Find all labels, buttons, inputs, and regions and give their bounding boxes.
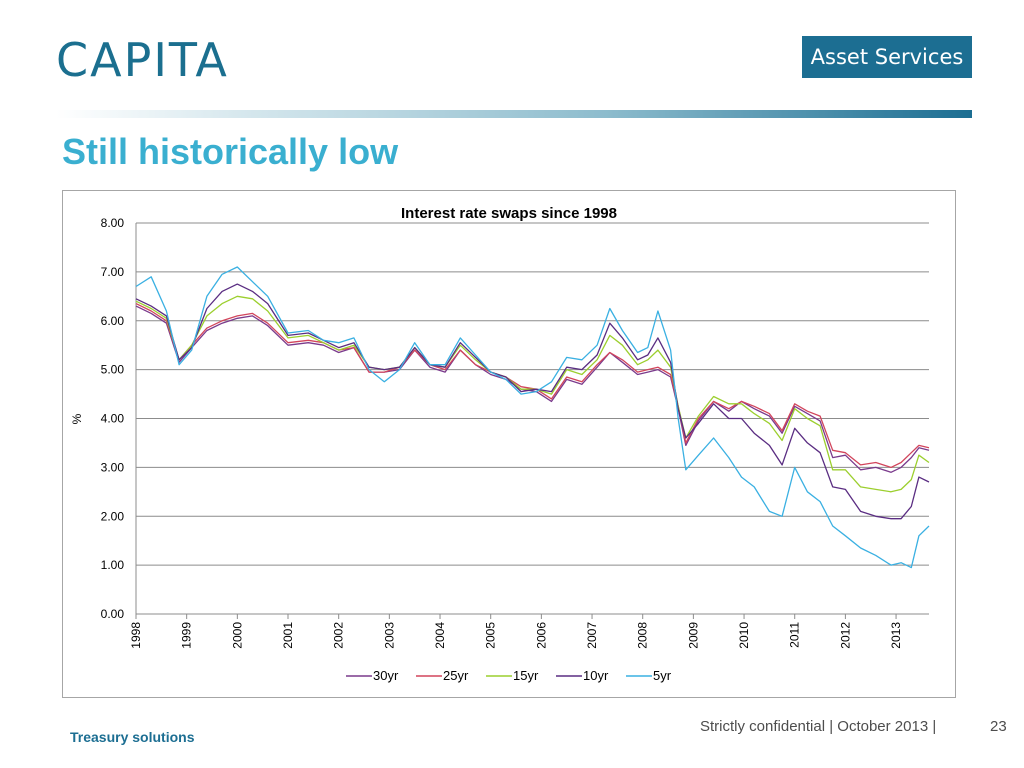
x-tick-label: 2000 [230,622,244,649]
y-tick-label: 0.00 [101,607,125,621]
y-axis-ticks: 0.00 1.00 2.00 3.00 4.00 5.00 6.00 7.00 8.00 [101,216,125,621]
y-tick-label: 5.00 [101,363,125,377]
series-line-30yr [135,305,930,473]
y-tick-label: 1.00 [101,558,125,572]
legend: 30yr 25yr 15yr 10yr 5yr [346,668,672,683]
x-tick-label: 2009 [686,622,700,649]
x-tick-label: 2010 [737,622,751,649]
y-tick-label: 7.00 [101,265,125,279]
x-tick-label: 2012 [838,622,852,649]
gridlines [135,222,929,615]
chart-frame: Interest rate swaps since 1998 % 0.00 1.0… [62,190,956,698]
series-line-10yr [135,283,930,520]
series-line-15yr [135,295,930,493]
legend-label-30yr: 30yr [373,668,399,683]
x-tick-label: 2007 [585,622,599,649]
chart-title: Interest rate swaps since 1998 [401,205,617,222]
x-tick-label: 1998 [129,622,143,649]
x-tick-label: 2005 [484,622,498,649]
y-axis-label: % [70,413,84,424]
x-tick-label: 2008 [636,622,650,649]
x-tick-label: 2004 [433,622,447,649]
x-tick-label: 1999 [180,622,194,649]
x-tick-label: 2006 [534,622,548,649]
series-line-5yr [135,266,930,569]
x-axis-ticks: 1998 1999 2000 2001 2002 2003 2004 2005 2006 2007… [129,614,903,649]
header-divider [56,110,972,118]
legend-label-5yr: 5yr [653,668,672,683]
page-number: 23 [990,718,1007,735]
x-tick-label: 2003 [382,622,396,649]
y-tick-label: 6.00 [101,314,125,328]
x-tick-label: 2011 [788,622,802,648]
footer-left-text: Treasury solutions [70,729,195,745]
y-tick-label: 3.00 [101,460,125,474]
legend-label-15yr: 15yr [513,668,539,683]
x-tick-label: 2001 [281,622,295,649]
y-tick-label: 4.00 [101,412,125,426]
y-tick-label: 8.00 [101,216,125,230]
y-tick-label: 2.00 [101,509,125,523]
series-line-25yr [135,303,930,469]
legend-label-25yr: 25yr [443,668,469,683]
capita-logo: CAPITA [56,33,229,87]
footer-right-text: Strictly confidential | October 2013 | [700,718,937,735]
x-tick-label: 2013 [889,622,903,649]
x-tick-label: 2002 [332,622,346,649]
asset-services-badge: Asset Services [802,36,972,78]
legend-label-10yr: 10yr [583,668,609,683]
series-lines [135,266,930,569]
slide-title: Still historically low [62,131,399,172]
line-chart: Interest rate swaps since 1998 % 0.00 1.0… [70,205,930,683]
